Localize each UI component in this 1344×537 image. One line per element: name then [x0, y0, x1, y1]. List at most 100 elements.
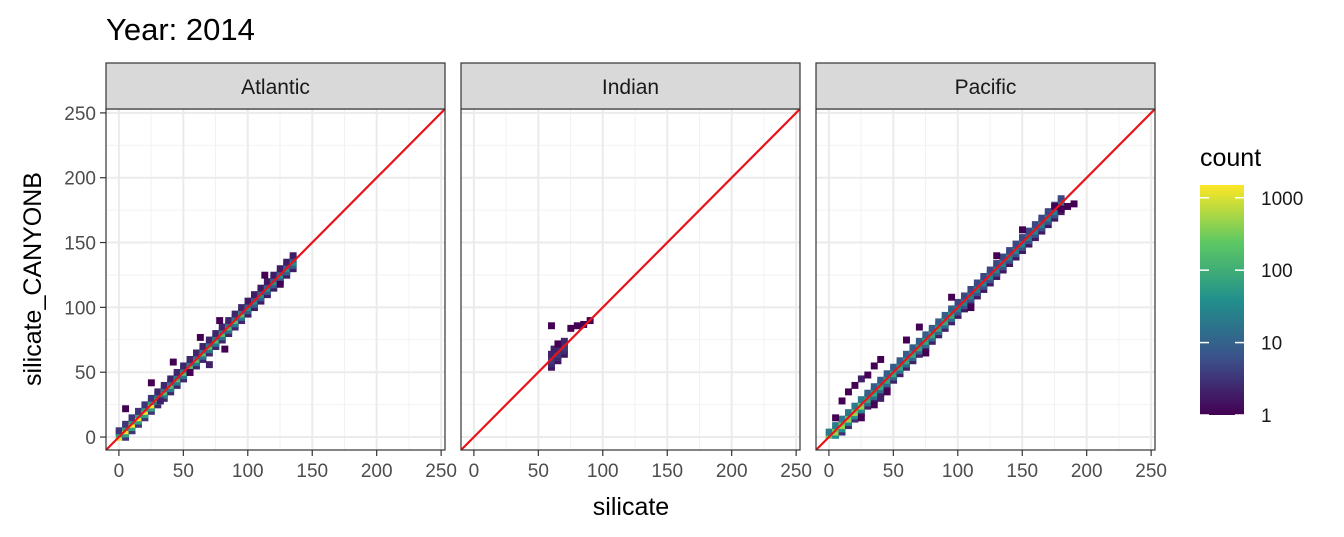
- panel-data: [106, 109, 445, 450]
- heatmap-cell: [548, 322, 555, 330]
- heatmap-cell: [244, 297, 252, 305]
- heatmap-cell: [986, 266, 994, 274]
- heatmap-cell: [221, 345, 229, 353]
- panel-data: [816, 109, 1155, 450]
- heatmap-cell: [961, 292, 968, 300]
- heatmap-cell: [877, 394, 885, 402]
- heatmap-cell: [231, 310, 239, 318]
- heatmap-cell: [870, 362, 878, 370]
- x-tick-label: 200: [1071, 461, 1103, 482]
- facet-strip: [815, 62, 1156, 110]
- heatmap-cell: [967, 304, 975, 312]
- heatmap-cell: [845, 388, 852, 396]
- x-tick-label: 0: [824, 461, 835, 482]
- heatmap-cell: [216, 317, 224, 325]
- heatmap-cell: [877, 355, 885, 363]
- heatmap-cell: [238, 304, 246, 312]
- heatmap-cell: [193, 349, 200, 357]
- heatmap-cell: [825, 428, 833, 436]
- heatmap-cell: [922, 331, 930, 339]
- heatmap-cell: [915, 337, 923, 345]
- heatmap-cell: [173, 368, 181, 376]
- heatmap-cell: [180, 362, 188, 370]
- heatmap-cell: [1057, 195, 1065, 203]
- x-tick-label: 50: [883, 461, 904, 482]
- x-tick-label: 50: [173, 461, 194, 482]
- heatmap-cell: [877, 376, 885, 384]
- y-axis-title: silicate_CANYONB: [19, 172, 47, 386]
- heatmap-cell: [199, 343, 207, 350]
- x-tick-label: 150: [296, 461, 328, 482]
- heatmap-cell: [941, 311, 949, 319]
- x-tick-label: 250: [425, 461, 457, 482]
- facet-strip: [105, 62, 446, 110]
- heatmap-cell: [263, 278, 271, 286]
- heatmap-cell: [1064, 203, 1072, 210]
- heatmap-cell: [169, 358, 177, 366]
- heatmap-cell: [922, 349, 930, 357]
- heatmap-cell: [147, 379, 155, 387]
- heatmap-cell: [954, 298, 962, 306]
- heatmap-cell: [864, 371, 872, 379]
- heatmap-cell: [554, 344, 562, 352]
- x-tick-label: 250: [780, 461, 812, 482]
- heatmap-cell: [838, 397, 846, 405]
- heatmap-cell: [909, 344, 917, 352]
- heatmap-cell: [550, 345, 558, 353]
- heatmap-cell: [1057, 205, 1065, 213]
- heatmap-cell: [915, 323, 923, 331]
- heatmap-cell: [980, 273, 988, 280]
- heatmap-cell: [1019, 234, 1026, 242]
- heatmap-cell: [276, 265, 284, 273]
- heatmap-cell: [973, 279, 981, 287]
- heatmap-cell: [1025, 227, 1033, 235]
- heatmap-cell: [167, 375, 175, 383]
- heatmap-cell: [883, 370, 891, 378]
- y-tick-label: 250: [64, 104, 96, 125]
- identity-line: [816, 109, 1155, 450]
- heatmap-cell: [567, 324, 575, 332]
- chart-title: Year: 2014: [106, 12, 255, 47]
- heatmap-cell: [115, 427, 123, 435]
- heatmap-cell: [993, 252, 1001, 260]
- heatmap-cell: [261, 271, 269, 279]
- heatmap-cell: [896, 357, 904, 365]
- heatmap-cell: [289, 252, 297, 260]
- legend-tick-label: 1000: [1261, 189, 1303, 210]
- heatmap-cell: [225, 317, 233, 325]
- heatmap-cell: [560, 337, 568, 345]
- y-tick-label: 200: [64, 169, 96, 190]
- heatmap-cell: [845, 409, 852, 417]
- heatmap-cell: [1044, 208, 1052, 216]
- heatmap-cell: [251, 291, 258, 299]
- legend-colorbar: [1200, 185, 1244, 415]
- facet-strip: [460, 62, 801, 110]
- heatmap-cell: [186, 368, 194, 376]
- facet-strip-label: Pacific: [955, 76, 1017, 99]
- heatmap-cell: [205, 361, 213, 369]
- x-axis-title: silicate: [593, 493, 669, 521]
- facet-strip-label: Atlantic: [241, 76, 310, 99]
- x-tick-label: 150: [651, 461, 683, 482]
- heatmap-cell: [851, 381, 859, 389]
- legend-tick-label: 100: [1261, 261, 1293, 282]
- color-legend: count 1 10 100 1000: [1200, 144, 1303, 427]
- heatmap-cell: [122, 405, 130, 413]
- heatmap-cell: [1019, 226, 1026, 234]
- heatmap-cell: [154, 388, 162, 396]
- heatmap-cell: [851, 402, 859, 410]
- heatmap-cell: [205, 336, 213, 344]
- heatmap-cell: [1031, 221, 1039, 229]
- heatmap-cell: [883, 388, 891, 396]
- heatmap-cell: [935, 318, 943, 326]
- facet-strip-label: Indian: [602, 76, 659, 99]
- legend-tick-label: 1: [1261, 406, 1272, 427]
- y-tick-label: 0: [85, 428, 96, 449]
- heatmap-cell: [948, 293, 956, 301]
- heatmap-cell: [141, 401, 149, 409]
- heatmap-cell: [993, 260, 1001, 267]
- heatmap-cell: [857, 414, 865, 422]
- heatmap-cell: [186, 355, 194, 363]
